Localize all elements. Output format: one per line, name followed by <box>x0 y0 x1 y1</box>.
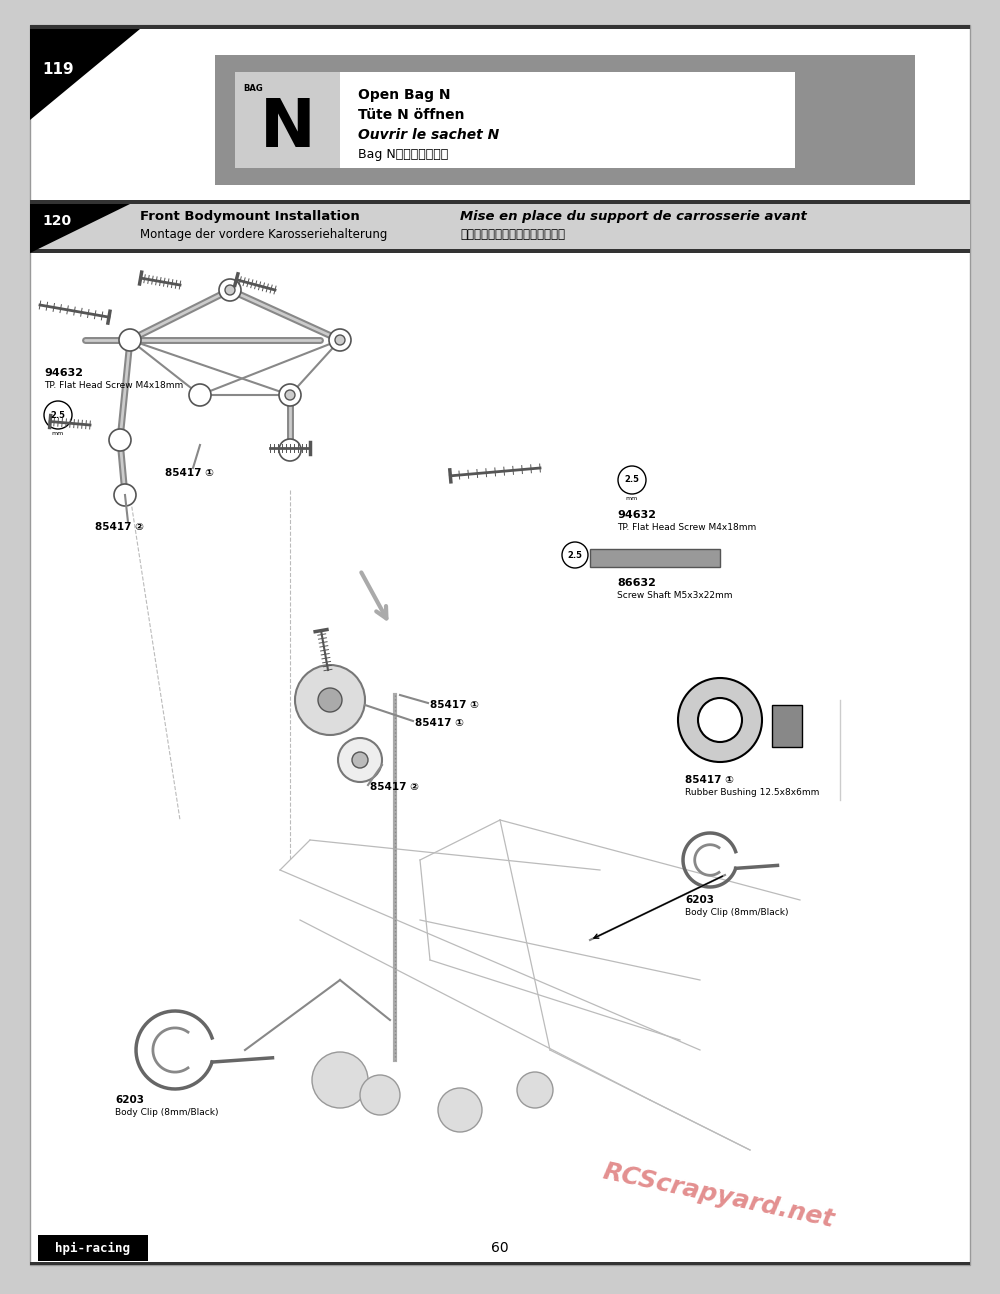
Text: 2.5: 2.5 <box>624 475 640 484</box>
Text: TP. Flat Head Screw M4x18mm: TP. Flat Head Screw M4x18mm <box>617 523 756 532</box>
Text: 6203: 6203 <box>685 895 714 905</box>
Text: 2.5: 2.5 <box>50 410 66 419</box>
Text: Screw Shaft M5x3x22mm: Screw Shaft M5x3x22mm <box>617 591 732 600</box>
Circle shape <box>219 280 241 302</box>
Circle shape <box>678 678 762 762</box>
Bar <box>30 1262 970 1266</box>
Text: 85417 ①: 85417 ① <box>430 700 479 710</box>
Circle shape <box>335 335 345 345</box>
Text: Body Clip (8mm/Black): Body Clip (8mm/Black) <box>115 1108 218 1117</box>
Text: hpi-racing: hpi-racing <box>56 1241 130 1255</box>
Circle shape <box>109 430 131 452</box>
Circle shape <box>225 285 235 295</box>
Text: Tüte N öffnen: Tüte N öffnen <box>358 107 464 122</box>
Text: 86632: 86632 <box>617 578 656 587</box>
Polygon shape <box>30 204 130 254</box>
Circle shape <box>698 697 742 741</box>
Text: 85417 ①: 85417 ① <box>165 468 214 477</box>
Text: Front Bodymount Installation: Front Bodymount Installation <box>140 210 360 223</box>
Text: Montage der vordere Karosseriehalterung: Montage der vordere Karosseriehalterung <box>140 228 387 241</box>
Bar <box>590 549 720 567</box>
Circle shape <box>352 752 368 769</box>
Circle shape <box>438 1088 482 1132</box>
Text: 94632: 94632 <box>44 367 83 378</box>
Bar <box>38 1234 148 1260</box>
Text: 120: 120 <box>42 214 71 228</box>
Bar <box>30 25 970 28</box>
Text: mm: mm <box>626 496 638 501</box>
Circle shape <box>618 466 646 494</box>
Text: TP. Flat Head Screw M4x18mm: TP. Flat Head Screw M4x18mm <box>44 380 183 389</box>
Polygon shape <box>30 28 140 120</box>
Circle shape <box>360 1075 400 1115</box>
Text: 6203: 6203 <box>115 1095 144 1105</box>
Text: BAG: BAG <box>243 84 263 93</box>
Bar <box>235 72 340 168</box>
Text: mm: mm <box>52 431 64 436</box>
Text: Body Clip (8mm/Black): Body Clip (8mm/Black) <box>685 908 788 917</box>
Text: Ouvrir le sachet N: Ouvrir le sachet N <box>358 128 499 142</box>
Circle shape <box>517 1071 553 1108</box>
Circle shape <box>189 384 211 406</box>
Circle shape <box>119 329 141 351</box>
Text: 119: 119 <box>42 62 74 78</box>
Bar <box>235 72 795 168</box>
Circle shape <box>279 439 301 461</box>
Text: 85417 ①: 85417 ① <box>685 775 734 785</box>
Text: Open Bag N: Open Bag N <box>358 88 450 102</box>
Circle shape <box>295 665 365 735</box>
Bar <box>30 248 970 254</box>
Circle shape <box>562 542 588 568</box>
Text: 2.5: 2.5 <box>568 550 582 559</box>
Text: RCScrapyard.net: RCScrapyard.net <box>600 1159 836 1233</box>
Text: N: N <box>260 94 315 160</box>
Circle shape <box>44 401 72 430</box>
Bar <box>30 201 970 204</box>
Text: 85417 ②: 85417 ② <box>370 782 419 792</box>
Text: 60: 60 <box>491 1241 509 1255</box>
Circle shape <box>114 484 136 506</box>
Circle shape <box>312 1052 368 1108</box>
Text: Rubber Bushing 12.5x8x6mm: Rubber Bushing 12.5x8x6mm <box>685 788 819 797</box>
Bar <box>772 705 802 747</box>
Text: Bag Nを開封します．: Bag Nを開封します． <box>358 148 448 160</box>
Text: Mise en place du support de carrosserie avant: Mise en place du support de carrosserie … <box>460 210 807 223</box>
Text: フロントボディマウントの取付け: フロントボディマウントの取付け <box>460 228 565 241</box>
Circle shape <box>285 389 295 400</box>
Text: 85417 ②: 85417 ② <box>95 521 144 532</box>
Circle shape <box>329 329 351 351</box>
Circle shape <box>279 384 301 406</box>
Bar <box>30 204 970 248</box>
Circle shape <box>318 688 342 712</box>
Text: 85417 ①: 85417 ① <box>415 718 464 729</box>
Circle shape <box>338 738 382 782</box>
Bar <box>215 56 915 185</box>
Text: 94632: 94632 <box>617 510 656 520</box>
